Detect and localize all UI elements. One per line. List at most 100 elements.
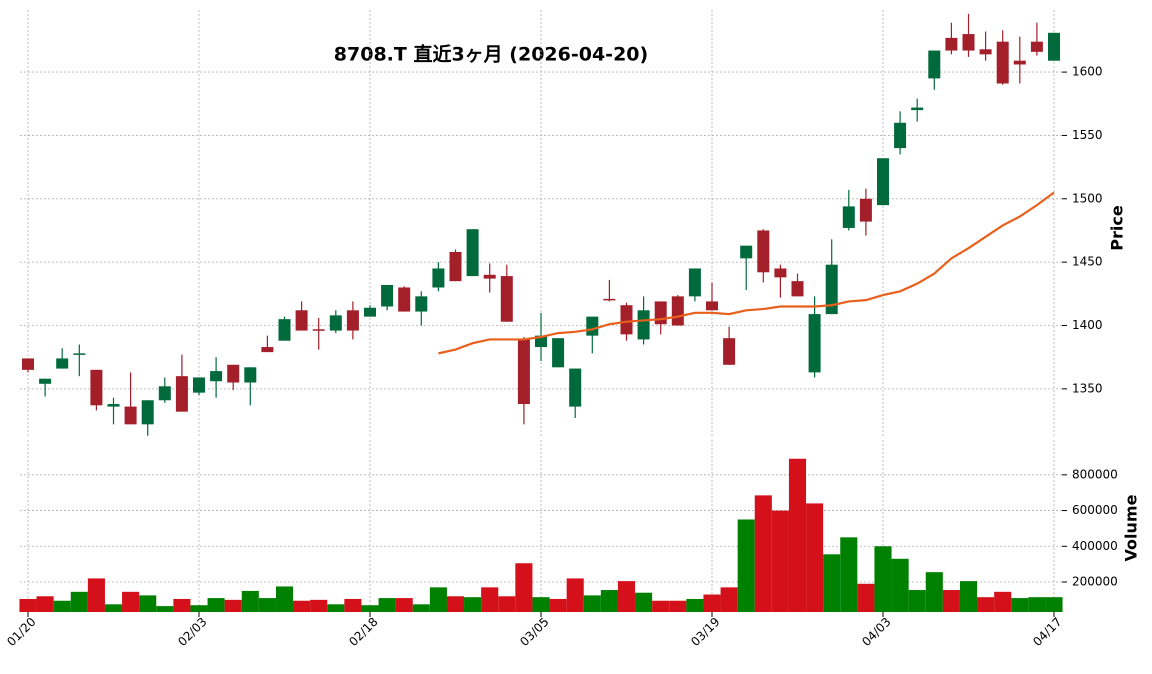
moving-average-line xyxy=(438,191,1055,355)
volume-bar xyxy=(498,596,516,612)
candle-body xyxy=(569,368,582,407)
volume-bar xyxy=(207,598,225,612)
candle-body xyxy=(535,335,547,348)
candle-body xyxy=(449,252,462,282)
y-tick-label: 200000 xyxy=(1072,574,1118,588)
y-tick-label: 1450 xyxy=(1072,255,1103,269)
candle-body xyxy=(1048,32,1060,61)
volume-bar xyxy=(156,606,174,612)
volume-bar xyxy=(1011,598,1029,612)
candle-body xyxy=(261,347,274,353)
volume-bar xyxy=(275,586,294,612)
volume-bar xyxy=(293,600,311,612)
candle-body xyxy=(996,41,1009,84)
volume-bar xyxy=(703,594,721,612)
candle-body xyxy=(107,404,120,407)
volume-bar xyxy=(686,598,704,612)
volume-bar xyxy=(464,597,482,612)
volume-bar xyxy=(617,581,636,612)
volume-bar xyxy=(481,587,499,612)
candle-body xyxy=(808,314,821,373)
volume-bar xyxy=(652,600,670,612)
candle-body xyxy=(671,296,684,326)
y-tick-label: 1600 xyxy=(1072,65,1103,79)
y-tick-label: 800000 xyxy=(1072,467,1118,481)
candle-body xyxy=(483,274,496,279)
volume-bar xyxy=(1045,597,1063,612)
volume-bar xyxy=(344,598,362,612)
volume-bar xyxy=(378,598,396,612)
volume-bar xyxy=(19,598,37,612)
candle-body xyxy=(346,310,359,331)
candle-body xyxy=(141,400,154,425)
volume-bar xyxy=(36,596,54,612)
candle-body xyxy=(90,369,103,406)
candle-body xyxy=(244,367,257,383)
candle-body xyxy=(757,230,770,273)
candle-body xyxy=(791,281,804,297)
candle-body xyxy=(517,339,530,405)
volume-bar xyxy=(806,503,824,612)
candle-body xyxy=(278,319,291,341)
candle-body xyxy=(723,338,736,365)
volume-bar xyxy=(515,563,533,612)
candle-body xyxy=(552,338,565,368)
volume-bar xyxy=(412,604,430,612)
volume-bar xyxy=(874,546,892,612)
volume-bar xyxy=(788,458,807,612)
volume-bar xyxy=(532,597,550,612)
volume-bar xyxy=(361,605,379,612)
volume-bar xyxy=(823,554,841,612)
x-tick-label: 04/03 xyxy=(859,615,893,649)
chart-title: 8708.T 直近3ヶ月 (2026-04-20) xyxy=(334,43,648,66)
y-tick-label: 600000 xyxy=(1072,503,1118,517)
candle-body xyxy=(842,206,855,228)
volume-bar xyxy=(583,595,601,612)
candle-body xyxy=(688,268,701,297)
candle-body xyxy=(193,377,205,393)
candle-body xyxy=(586,316,599,336)
x-tick-label: 04/17 xyxy=(1030,615,1064,649)
volume-bar xyxy=(891,558,909,612)
candle-body xyxy=(158,386,171,401)
candle-body xyxy=(859,198,872,222)
volume-bar xyxy=(857,583,875,612)
volume-bar xyxy=(224,599,242,612)
y-tick-label: 1400 xyxy=(1072,318,1103,332)
volume-bar xyxy=(566,578,584,612)
candle-body xyxy=(945,37,958,51)
volume-bar xyxy=(104,604,123,612)
candle-body xyxy=(706,301,718,311)
volume-bar xyxy=(669,600,687,612)
candle-body xyxy=(620,305,633,335)
volume-bar xyxy=(87,578,105,612)
candle-body xyxy=(962,34,975,51)
candle-body xyxy=(1013,60,1026,65)
y-tick-label: 1500 xyxy=(1072,191,1103,205)
candle-body xyxy=(1030,41,1043,52)
y-axis-label: Volume xyxy=(1122,494,1141,561)
volume-bar xyxy=(258,598,276,612)
x-tick-label: 02/18 xyxy=(346,615,380,649)
candle-body xyxy=(774,268,787,278)
candle-body xyxy=(603,298,616,301)
volume-bar xyxy=(635,592,653,612)
candle-body xyxy=(22,358,34,370)
y-tick-label: 400000 xyxy=(1072,539,1118,553)
x-tick-label: 03/05 xyxy=(517,615,551,649)
candle-body xyxy=(56,358,69,369)
candle-body xyxy=(911,107,924,111)
volume-bar xyxy=(737,519,755,612)
x-tick-label: 01/20 xyxy=(4,615,38,649)
candle-body xyxy=(415,296,428,312)
candle-body xyxy=(175,376,188,412)
volume-bar xyxy=(908,590,926,612)
volume-bar xyxy=(840,537,858,612)
candle-body xyxy=(312,329,325,331)
candle-body xyxy=(979,49,992,55)
volume-bar xyxy=(720,587,738,612)
volume-bar xyxy=(241,590,259,612)
candle-body xyxy=(39,378,52,384)
candle-body xyxy=(740,245,753,259)
